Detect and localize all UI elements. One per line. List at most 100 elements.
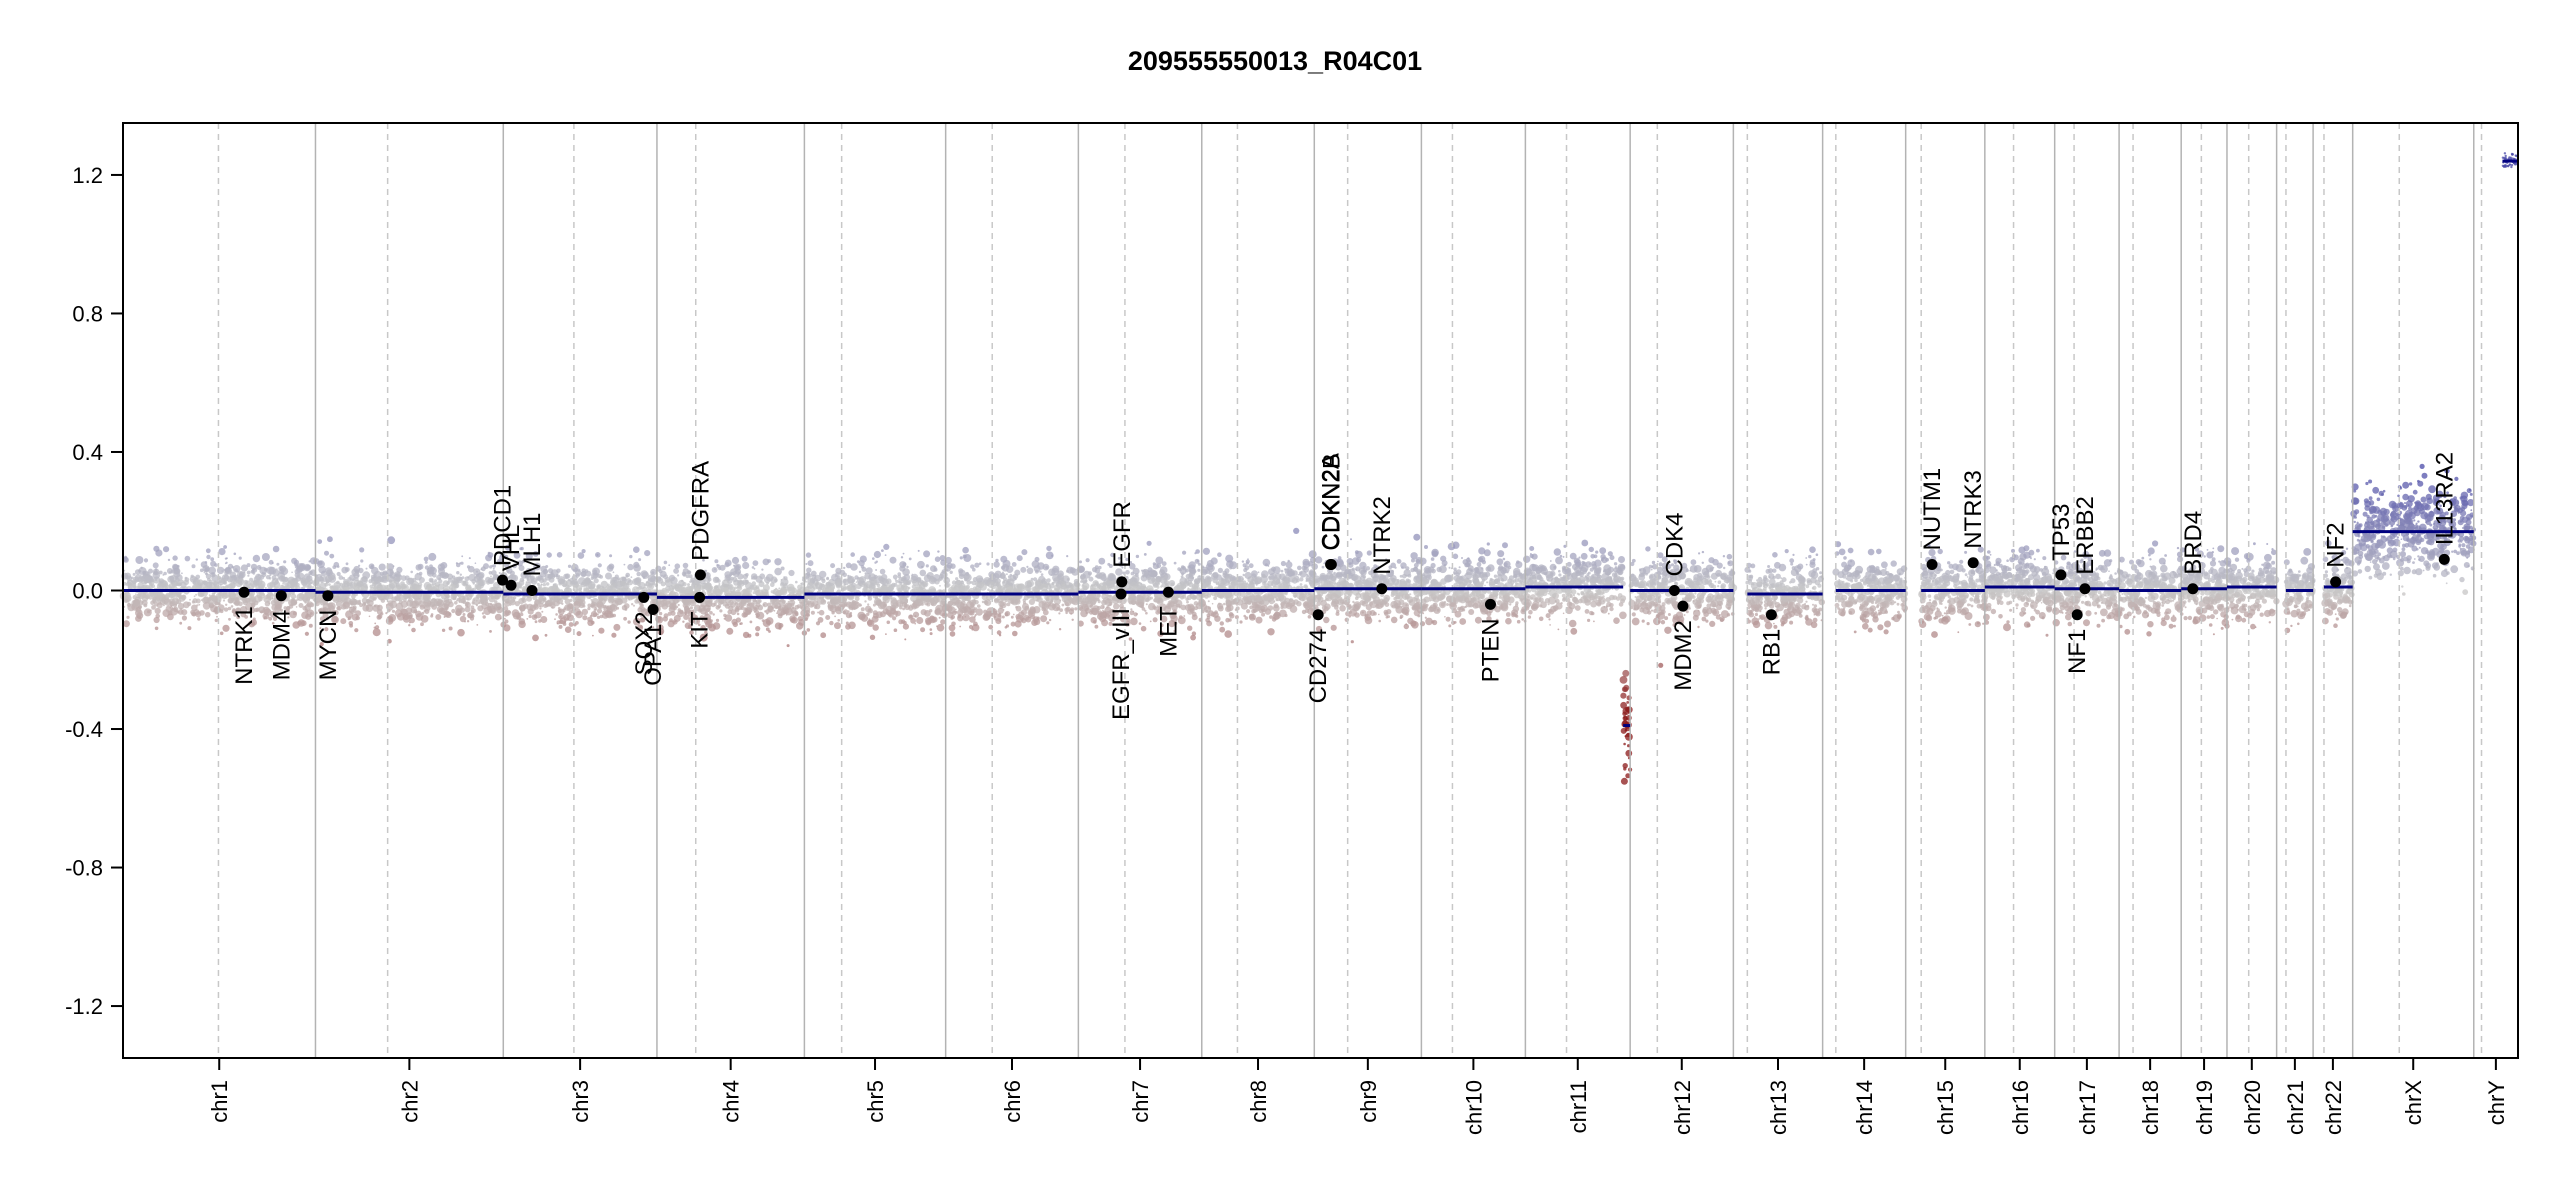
- probe-point: [893, 610, 899, 616]
- probe-point: [460, 598, 466, 604]
- probe-point: [1093, 620, 1097, 624]
- probe-point: [550, 572, 554, 575]
- probe-point: [227, 606, 232, 611]
- probe-point: [474, 576, 477, 579]
- probe-point: [1217, 605, 1224, 612]
- probe-point: [155, 613, 160, 619]
- probe-point: [869, 634, 876, 640]
- probe-point: [419, 604, 425, 610]
- probe-point: [1194, 606, 1198, 611]
- probe-point: [167, 613, 174, 621]
- probe-point: [317, 539, 323, 544]
- probe-point: [319, 577, 325, 582]
- probe-point: [372, 597, 377, 601]
- probe-point: [259, 574, 265, 580]
- probe-point: [494, 593, 500, 599]
- probe-point: [592, 634, 594, 637]
- probe-point: [470, 605, 475, 610]
- probe-point: [236, 570, 239, 573]
- probe-point: [599, 575, 603, 579]
- probe-point: [520, 612, 524, 617]
- probe-point: [683, 573, 686, 576]
- probe-point: [972, 623, 980, 632]
- probe-point: [348, 587, 351, 590]
- probe-point: [964, 578, 968, 582]
- probe-point: [325, 580, 330, 584]
- probe-point: [751, 566, 755, 569]
- probe-point: [451, 608, 456, 614]
- probe-point: [925, 564, 929, 568]
- probe-point: [1240, 602, 1248, 610]
- probe-point: [889, 556, 897, 564]
- probe-point: [189, 598, 191, 601]
- probe-point: [682, 562, 689, 569]
- probe-point: [1207, 606, 1211, 610]
- probe-point: [837, 619, 840, 622]
- probe-point: [575, 573, 580, 578]
- probe-point: [135, 615, 142, 622]
- probe-point: [155, 568, 158, 571]
- probe-point: [605, 572, 612, 580]
- probe-point: [246, 570, 251, 575]
- probe-point: [870, 579, 877, 586]
- probe-point: [130, 583, 133, 585]
- probe-point: [276, 578, 279, 581]
- probe-point: [1284, 591, 1288, 596]
- probe-point: [964, 616, 967, 618]
- probe-point: [900, 556, 904, 559]
- probe-point: [528, 614, 532, 619]
- probe-point: [481, 566, 486, 572]
- probe-point: [879, 568, 886, 575]
- probe-point: [952, 610, 957, 616]
- probe-point: [219, 631, 224, 636]
- probe-point: [572, 578, 578, 585]
- probe-point: [1061, 603, 1065, 607]
- probe-point: [388, 583, 395, 589]
- probe-point: [278, 575, 286, 582]
- probe-point: [1066, 578, 1070, 581]
- probe-point: [625, 595, 630, 600]
- probe-point: [871, 615, 879, 623]
- probe-point: [875, 560, 878, 563]
- probe-point: [527, 608, 534, 615]
- probe-point: [806, 628, 811, 632]
- probe-point: [765, 617, 774, 625]
- probe-point: [633, 604, 635, 607]
- probe-point: [287, 606, 291, 610]
- probe-point: [580, 571, 587, 578]
- probe-point: [237, 578, 245, 586]
- probe-point: [280, 567, 289, 575]
- probe-point: [1066, 555, 1069, 558]
- probe-point: [677, 608, 681, 612]
- probe-point: [295, 577, 298, 580]
- probe-point: [211, 592, 216, 596]
- probe-point: [1263, 580, 1267, 584]
- probe-point: [438, 579, 443, 584]
- probe-point: [1156, 563, 1162, 569]
- probe-point: [920, 587, 924, 591]
- probe-point: [1202, 582, 1209, 589]
- probe-point: [303, 593, 308, 599]
- chart-title: 209555550013_R04C01: [1128, 46, 1422, 76]
- probe-point: [678, 579, 685, 587]
- probe-point: [957, 602, 960, 604]
- probe-point: [233, 576, 237, 581]
- probe-point: [558, 624, 563, 629]
- probe-point: [264, 587, 267, 589]
- probe-point: [1096, 605, 1101, 611]
- probe-point: [1163, 580, 1170, 586]
- probe-point: [184, 577, 190, 582]
- probe-point: [999, 605, 1004, 610]
- probe-point: [1413, 533, 1421, 541]
- probe-point: [1136, 594, 1141, 599]
- probe-point: [1303, 566, 1309, 573]
- probe-point: [329, 579, 333, 582]
- probe-point: [850, 563, 858, 571]
- probe-point: [342, 601, 350, 610]
- probe-point: [218, 580, 222, 584]
- probe-point: [1189, 573, 1193, 577]
- probe-point: [1051, 554, 1054, 557]
- probe-point: [1241, 560, 1245, 563]
- probe-point: [774, 605, 779, 609]
- probe-point: [283, 606, 288, 610]
